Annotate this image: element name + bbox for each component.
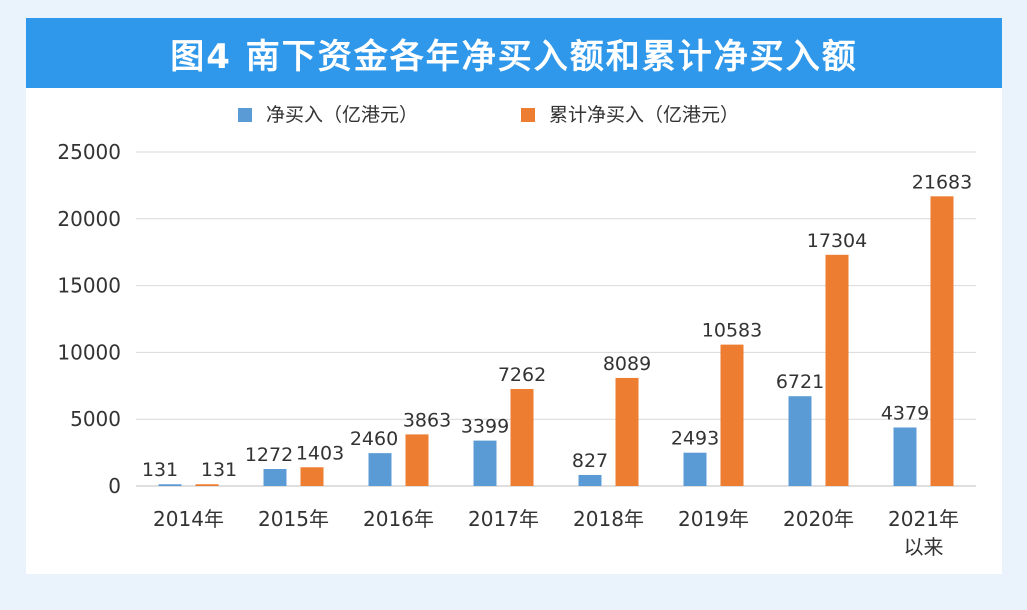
x-tick-label: 以来 [904, 535, 944, 559]
chart-frame: 图4 南下资金各年净买入额和累计净买入额 0 5000 10000 15000 2000… [26, 18, 1002, 574]
bar [368, 453, 392, 486]
bar [473, 440, 497, 486]
data-label: 8089 [603, 353, 651, 375]
bar [788, 396, 812, 486]
bar [930, 196, 954, 486]
y-tick-label: 20000 [57, 207, 121, 231]
legend-swatch [238, 108, 252, 122]
y-tick-label: 10000 [57, 340, 121, 364]
data-label: 10583 [702, 320, 762, 342]
data-label: 131 [142, 459, 178, 481]
data-label: 6721 [776, 371, 824, 393]
data-label: 1272 [245, 444, 293, 466]
bar [893, 427, 917, 486]
bar [578, 474, 602, 486]
x-tick-label: 2016年 [363, 507, 434, 531]
data-label: 131 [201, 459, 237, 481]
bar [195, 484, 219, 486]
bar [263, 469, 287, 486]
y-tick-label: 5000 [70, 407, 121, 431]
bar [825, 254, 849, 486]
data-label: 2493 [671, 428, 719, 450]
y-tick-label: 25000 [57, 140, 121, 164]
x-tick-label: 2019年 [678, 507, 749, 531]
x-tick-label: 2014年 [153, 507, 224, 531]
bar [510, 388, 534, 486]
legend-entry: 净买入（亿港元） [266, 104, 418, 126]
x-tick-label: 2021年 [888, 507, 959, 531]
y-tick-label: 0 [108, 474, 121, 498]
data-label: 3863 [403, 409, 451, 431]
bar [683, 452, 707, 486]
y-tick-label: 15000 [57, 274, 121, 298]
title-bar: 图4 南下资金各年净买入额和累计净买入额 [26, 18, 1002, 88]
data-label: 1403 [296, 442, 344, 464]
x-tick-label: 2018年 [573, 507, 644, 531]
x-tick-label: 2017年 [468, 507, 539, 531]
data-label: 7262 [498, 364, 546, 386]
chart-title: 图4 南下资金各年净买入额和累计净买入额 [170, 36, 858, 77]
bar [405, 434, 429, 486]
data-label: 827 [572, 450, 608, 472]
data-label: 2460 [350, 428, 398, 450]
bar-chart: 0 5000 10000 15000 20000 25000 净买入（亿港元） 累计净买入（亿… [57, 104, 976, 559]
data-label: 3399 [461, 416, 509, 438]
x-tick-label: 2015年 [258, 507, 329, 531]
data-label: 17304 [807, 230, 867, 252]
data-label: 4379 [881, 402, 929, 424]
data-label: 21683 [912, 171, 972, 193]
bar [720, 344, 744, 486]
bar [615, 377, 639, 486]
x-tick-label: 2020年 [783, 507, 854, 531]
legend-swatch [521, 108, 535, 122]
legend-entry: 累计净买入（亿港元） [549, 104, 739, 126]
bar [300, 467, 324, 486]
bar [158, 484, 182, 486]
